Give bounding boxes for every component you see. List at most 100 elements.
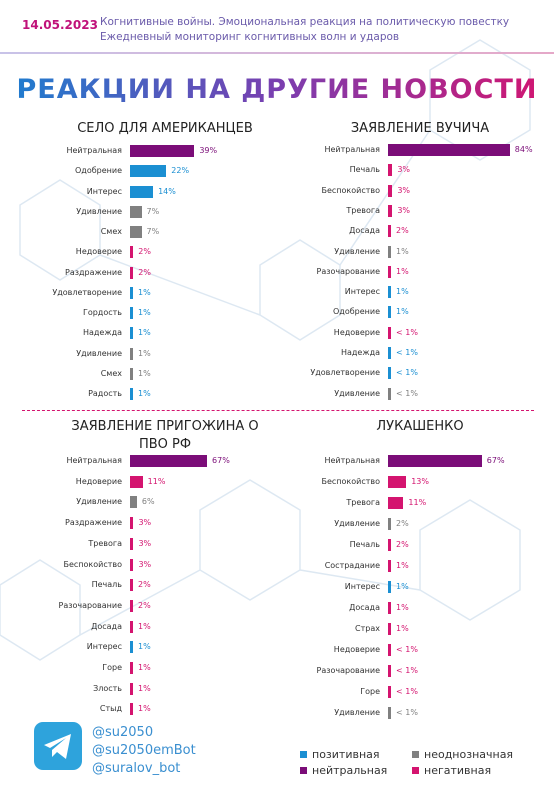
category-label: Интерес	[344, 287, 380, 297]
category-label: Досада	[91, 621, 122, 631]
bar	[388, 581, 391, 593]
legend-label: негативная	[424, 764, 492, 777]
bar	[388, 623, 391, 635]
bar	[130, 662, 133, 674]
category-label: Беспокойство	[321, 477, 380, 486]
category-label: Досада	[349, 226, 380, 236]
panel-title: ЗАЯВЛЕНИЕ ВУЧИЧА	[350, 121, 490, 136]
value-label: 7%	[146, 227, 160, 236]
bar	[388, 326, 391, 339]
bar	[130, 558, 134, 571]
bar	[388, 225, 391, 238]
value-label: 67%	[486, 456, 505, 465]
legend-item: неоднозначная	[412, 748, 513, 761]
handle: @su2050emBot	[92, 743, 196, 758]
bar	[388, 347, 391, 359]
panel-title: ЛУКАШЕНКО	[376, 419, 464, 434]
value-label: 1%	[396, 624, 409, 633]
category-label: Беспокойство	[63, 559, 122, 569]
value-label: 1%	[138, 704, 151, 714]
value-label: 3%	[138, 538, 152, 548]
category-label: Нейтральная	[324, 145, 380, 154]
category-label: Надежда	[82, 328, 122, 338]
handle: @suralov_bot	[92, 761, 181, 776]
bar	[388, 144, 510, 156]
value-label: 1%	[138, 621, 151, 631]
bar	[130, 226, 142, 238]
value-label: 1%	[396, 246, 409, 256]
category-label: Одобрение	[332, 307, 380, 317]
bar	[388, 497, 404, 509]
bar	[130, 388, 133, 400]
telegram-logo	[34, 722, 82, 770]
value-label: 1%	[138, 663, 151, 672]
main-title: РЕАКЦИИ НА ДРУГИЕ НОВОСТИ	[0, 74, 554, 105]
category-label: Горе	[102, 663, 122, 672]
bar	[130, 579, 133, 592]
bar	[130, 496, 137, 509]
bar	[130, 475, 143, 488]
bar	[388, 306, 391, 319]
category-label: Печаль	[349, 165, 380, 175]
date: 14.05.2023	[22, 18, 98, 32]
value-label: 22%	[171, 166, 190, 176]
legend-swatch	[412, 751, 419, 758]
bar	[130, 682, 133, 695]
value-label: 1%	[138, 642, 151, 652]
category-label: Интерес	[344, 582, 380, 591]
value-label: 1%	[396, 603, 409, 612]
value-label: 1%	[138, 348, 151, 358]
category-label: Тревога	[346, 205, 380, 215]
category-label: Сострадание	[324, 561, 380, 570]
category-label: Радость	[88, 389, 122, 398]
bar	[130, 307, 133, 319]
category-label: Интерес	[86, 186, 122, 196]
legend-item: нейтральная	[300, 764, 387, 777]
value-label: < 1%	[396, 687, 418, 696]
value-label: 11%	[408, 498, 427, 507]
category-label: Удивление	[76, 348, 122, 358]
bar	[388, 367, 391, 380]
value-label: 1%	[396, 561, 409, 570]
value-label: 13%	[411, 477, 429, 486]
bar	[130, 246, 134, 259]
bar	[388, 686, 391, 698]
category-label: Удовлетворение	[52, 287, 122, 297]
bar	[388, 644, 391, 656]
bar	[388, 387, 391, 400]
bar	[388, 518, 391, 530]
bar	[130, 537, 134, 550]
category-label: Беспокойство	[321, 185, 380, 195]
category-label: Нейтральная	[66, 456, 122, 465]
category-label: Удивление	[76, 497, 122, 507]
value-label: 2%	[138, 267, 151, 277]
bar	[388, 560, 391, 572]
category-label: Недоверие	[75, 476, 122, 486]
handle: @su2050	[92, 725, 154, 740]
value-label: < 1%	[396, 666, 418, 675]
value-label: < 1%	[396, 708, 418, 717]
bar	[130, 620, 133, 633]
value-label: 1%	[138, 308, 151, 317]
legend-label: позитивная	[312, 748, 380, 761]
bar	[388, 204, 393, 217]
value-label: 3%	[138, 559, 152, 569]
category-label: Гордость	[82, 308, 122, 317]
value-label: 1%	[396, 307, 409, 317]
value-label: 2%	[138, 600, 151, 610]
category-label: Удовлетворение	[310, 368, 380, 378]
value-label: < 1%	[396, 348, 418, 357]
category-label: Удивление	[334, 708, 380, 717]
bar	[388, 455, 482, 467]
category-label: Нейтральная	[66, 146, 122, 155]
legend-item: негативная	[412, 764, 491, 777]
bar	[388, 184, 393, 197]
category-label: Удивление	[334, 388, 380, 398]
value-label: < 1%	[396, 327, 418, 337]
category-label: Страх	[355, 624, 380, 633]
category-label: Недоверие	[333, 645, 380, 654]
category-label: Раздражение	[65, 518, 122, 528]
bar	[388, 476, 407, 488]
category-label: Печаль	[91, 580, 122, 590]
